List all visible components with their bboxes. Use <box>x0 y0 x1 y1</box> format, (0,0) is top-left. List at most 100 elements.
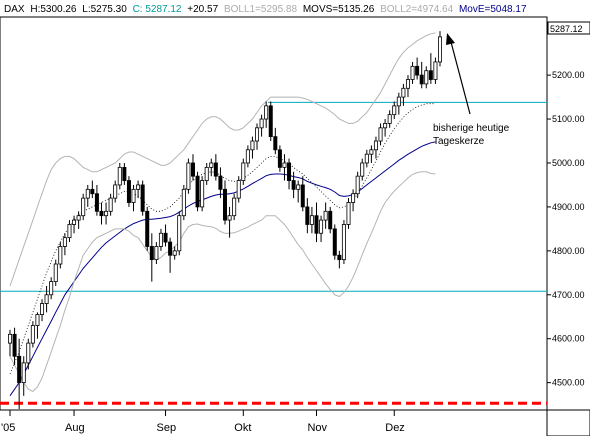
candle-body-13 <box>67 224 72 239</box>
candle-body-9 <box>49 281 54 296</box>
candle-body-56 <box>264 105 269 120</box>
candle-body-91 <box>424 70 429 85</box>
candle-body-46 <box>218 175 223 190</box>
y-tick-label-6: 4600.00 <box>552 334 585 344</box>
candle-body-5 <box>30 325 35 344</box>
bollinger-layer <box>9 32 436 397</box>
y-tick-label-0: 5200.00 <box>552 70 585 80</box>
candle-body-85 <box>396 96 401 107</box>
candle-body-37 <box>177 215 182 252</box>
y-tick-label-1: 5100.00 <box>552 114 585 124</box>
candle-body-57 <box>268 105 273 138</box>
candle-body-2 <box>17 355 22 384</box>
header-movs: MOVS=5135.26 <box>303 4 375 15</box>
candle-body-74 <box>346 202 351 225</box>
candle-body-58 <box>273 136 278 151</box>
candle-body-76 <box>355 175 360 195</box>
candle-body-25 <box>122 166 127 181</box>
candle-body-23 <box>113 184 118 199</box>
candle-body-70 <box>328 210 333 230</box>
candle-body-36 <box>172 250 177 256</box>
header-low: L:5275.30 <box>82 4 127 15</box>
candle-body-0 <box>7 333 12 344</box>
candle-body-42 <box>200 180 205 208</box>
candle-body-48 <box>227 215 232 221</box>
candle-body-3 <box>21 362 26 384</box>
candle-body-73 <box>341 224 346 261</box>
candle-body-71 <box>332 228 337 256</box>
line-move <box>9 141 436 397</box>
candle-body-35 <box>168 241 173 256</box>
candle-body-21 <box>104 210 109 217</box>
candle-body-65 <box>305 206 310 225</box>
candle-body-39 <box>186 162 191 190</box>
candle-body-45 <box>213 162 218 177</box>
candle-body-41 <box>195 175 200 208</box>
y-tick-label-4: 4800.00 <box>552 246 585 256</box>
candle-body-27 <box>131 188 136 203</box>
candle-body-53 <box>250 140 255 151</box>
candle-body-83 <box>387 114 392 124</box>
candle-body-79 <box>369 149 374 155</box>
candle-body-16 <box>81 197 86 217</box>
candlestick-layer <box>7 31 442 409</box>
candle-body-55 <box>259 118 264 129</box>
y-tick-label-7: 4500.00 <box>552 378 585 388</box>
header-close: C: 5287.12 <box>133 4 182 15</box>
corner-box <box>546 409 590 436</box>
price-box-label: 5287.12 <box>550 24 583 34</box>
candle-body-6 <box>35 314 40 326</box>
x-tick-label-4: Nov <box>307 422 327 434</box>
candle-body-43 <box>204 166 209 181</box>
candle-body-12 <box>62 237 67 247</box>
candle-body-17 <box>85 188 90 199</box>
candle-body-94 <box>437 36 442 63</box>
candle-body-19 <box>94 193 99 212</box>
candle-body-82 <box>383 123 388 129</box>
candle-body-28 <box>136 184 141 190</box>
annotation-arrow-line <box>450 41 471 115</box>
axis-ticks-layer: 5200.00 5100.00 5000.00 4900.00 4800.00 4700.… <box>1 70 585 434</box>
candle-body-61 <box>287 162 292 181</box>
line-boll1 <box>9 32 436 287</box>
candle-body-64 <box>300 184 305 208</box>
candle-body-87 <box>405 79 410 89</box>
candle-body-22 <box>108 197 113 212</box>
candle-body-69 <box>323 210 328 221</box>
candle-body-67 <box>314 215 319 234</box>
candle-body-63 <box>296 184 301 190</box>
candle-body-18 <box>90 188 95 195</box>
candle-body-51 <box>241 162 246 181</box>
candle-body-59 <box>277 149 282 168</box>
y-tick-label-2: 5000.00 <box>552 158 585 168</box>
candle-body-75 <box>351 193 356 203</box>
candle-body-90 <box>419 74 424 85</box>
annotation-arrowhead <box>446 33 455 45</box>
candle-body-54 <box>255 127 260 142</box>
candle-body-92 <box>428 70 433 80</box>
candle-body-1 <box>12 333 17 357</box>
candle-body-50 <box>236 180 241 199</box>
candle-body-60 <box>282 162 287 168</box>
candle-body-81 <box>378 127 383 142</box>
candle-body-88 <box>410 65 415 80</box>
candle-body-86 <box>401 87 406 98</box>
candle-body-14 <box>72 219 77 225</box>
candle-body-30 <box>145 210 150 247</box>
candle-body-26 <box>126 180 131 203</box>
candle-body-15 <box>76 215 81 221</box>
candle-body-32 <box>154 246 159 261</box>
header-high: H:5300.26 <box>30 4 77 15</box>
candle-body-44 <box>209 162 214 168</box>
x-tick-label-1: Aug <box>65 422 85 434</box>
candle-body-4 <box>26 342 31 364</box>
candle-body-49 <box>232 197 237 217</box>
y-tick-label-3: 4900.00 <box>552 202 585 212</box>
candle-body-80 <box>373 140 378 151</box>
candle-body-66 <box>309 215 314 225</box>
candle-body-84 <box>392 105 397 116</box>
candle-body-8 <box>44 294 49 304</box>
